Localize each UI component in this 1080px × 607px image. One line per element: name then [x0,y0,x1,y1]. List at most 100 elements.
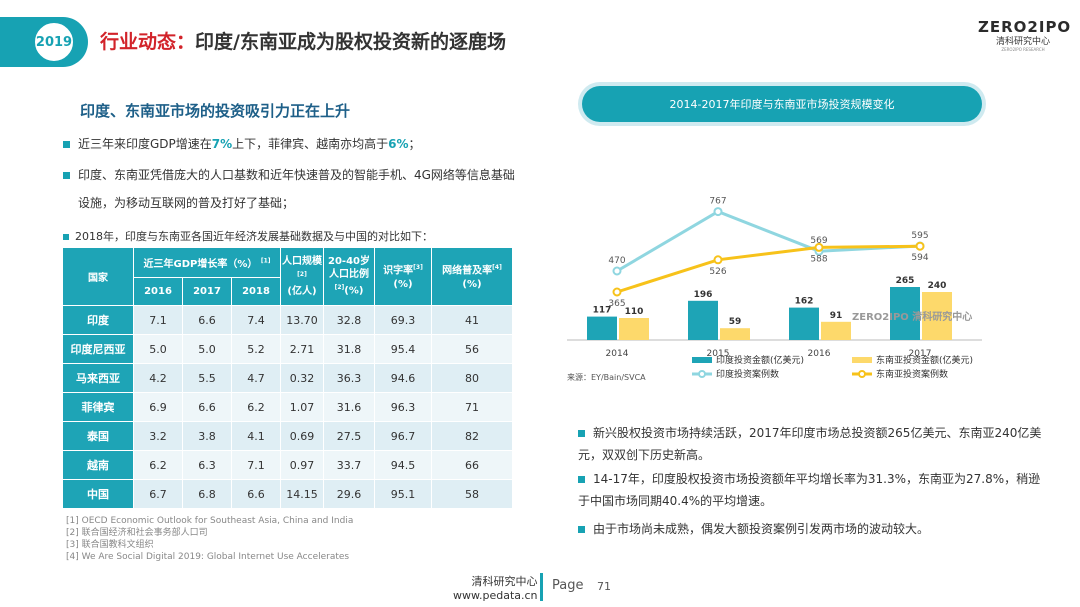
country-cell: 越南 [62,450,134,480]
bar-india [688,300,718,340]
source-line: [4] We Are Social Digital 2019: Global I… [66,552,350,562]
legend-marker [698,370,706,378]
legend-swatch [692,357,712,363]
legend-swatch [852,357,872,363]
value-cell: 13.70 [280,305,324,335]
header-gdp: 近三年GDP增长率（%） [1] [133,247,281,278]
footer-url[interactable]: www.pedata.cn [453,589,538,602]
line-sea-label: 365 [608,299,625,309]
value-cell: 6.2 [133,450,183,480]
chart-source: 来源：EY/Bain/SVCA [567,373,646,382]
value-cell: 66 [431,450,513,480]
footer-org-name: 清科研究中心 [471,575,538,588]
title-main: 印度/东南亚成为股权投资新的逐鹿场 [195,31,506,53]
bullet-text: 近三年来印度GDP增速在 [78,137,212,151]
footer-page-label: Page [552,578,584,593]
bar-india-label: 196 [694,290,713,300]
value-cell: 0.69 [280,421,324,451]
value-cell: 82 [431,421,513,451]
value-cell: 5.2 [231,334,281,364]
bullet-text: 印度、东南亚凭借庞大的人口基数和近年快速普及的智能手机、4G网络等信息基础 [78,168,515,182]
line-india-cases [616,209,921,273]
table-row: 越南 6.2 6.3 7.1 0.97 33.7 94.5 66 [62,450,513,480]
right-bullet: 14-17年，印度股权投资市场投资额年平均增长率为31.3%，东南亚为27.8%… [578,468,1048,512]
source-line: [1] OECD Economic Outlook for Southeast … [66,516,354,526]
bar-india [789,307,819,340]
legend-marker [858,370,866,378]
legend-label: 印度投资案例数 [716,368,779,380]
bullet-marker [578,526,585,533]
legend-label: 东南亚投资金额(亿美元) [876,354,973,366]
bullet-infrastructure: 印度、东南亚凭借庞大的人口基数和近年快速普及的智能手机、4G网络等信息基础 [63,162,515,188]
table-row: 马来西亚 4.2 5.5 4.7 0.32 36.3 94.6 80 [62,363,513,393]
investment-chart: 117 110 2014 196 59 2015 162 91 2016 265 240 2017 47… [567,197,982,382]
table-row: 菲律宾 6.9 6.6 6.2 1.07 31.6 96.3 71 [62,392,513,422]
page-title: 行业动态：印度/东南亚成为股权投资新的逐鹿场 [100,27,506,54]
bar-india [890,287,920,340]
table-caption: 2018年，印度与东南亚各国近年经济发展基础数据及与中国的对比如下： [63,228,433,244]
table-row: 泰国 3.2 3.8 4.1 0.69 27.5 96.7 82 [62,421,513,451]
header-year: 2017 [182,277,232,306]
value-cell: 7.1 [133,305,183,335]
logo-subtitle: 清科研究中心 [995,37,1050,47]
bar-sea [720,328,750,340]
bullet-text: 由于市场尚未成熟，偶发大额投资案例引发两市场的波动较大。 [593,522,930,536]
highlight-value: 6% [388,137,409,151]
bar-sea [821,321,851,340]
value-cell: 31.6 [323,392,375,422]
bullet-marker [63,234,69,240]
line-india-label: 470 [608,256,625,266]
table-sources: [1] OECD Economic Outlook for Southeast … [66,515,353,563]
bar-sea-label: 240 [928,281,947,291]
country-cell: 印度尼西亚 [62,334,134,364]
header-internet: 网络普及率[4] (%) [431,247,513,306]
section-subtitle: 印度、东南亚市场的投资吸引力正在上升 [80,102,351,120]
value-cell: 5.0 [182,334,232,364]
country-cell: 泰国 [62,421,134,451]
x-tick-label: 2017 [909,349,932,359]
bullet-text: 新兴股权投资市场持续活跃，2017年印度市场总投资额265亿美元、东南亚240亿… [578,426,1042,462]
value-cell: 94.6 [374,363,432,393]
value-cell: 4.7 [231,363,281,393]
value-cell: 6.3 [182,450,232,480]
value-cell: 56 [431,334,513,364]
value-cell: 95.4 [374,334,432,364]
line-sea-cases [616,244,921,294]
footer-org: 清科研究中心 www.pedata.cn [453,575,538,603]
bullet-marker [578,430,585,437]
bullet-gdp: 近三年来印度GDP增速在7%上下，菲律宾、越南亦均高于6%； [63,131,421,157]
bar-india-label: 265 [896,276,915,286]
header-age-ratio: 20-40岁人口比例 [2](%) [323,247,375,306]
bullet-infrastructure-cont: 设施，为移动互联网的普及打好了基础； [78,196,295,210]
value-cell: 6.6 [231,479,281,509]
value-cell: 96.7 [374,421,432,451]
legend-label: 东南亚投资案例数 [876,368,948,380]
table-row: 印度尼西亚 5.0 5.0 5.2 2.71 31.8 95.4 56 [62,334,513,364]
table-row: 中国 6.7 6.8 6.6 14.15 29.6 95.1 58 [62,479,513,509]
value-cell: 3.8 [182,421,232,451]
highlight-value: 7% [211,137,233,151]
value-cell: 6.6 [182,305,232,335]
chart-title: 2014-2017年印度与东南亚市场投资规模变化 [582,86,982,122]
logo-text: ZERO2IPO [978,18,1072,36]
right-bullet: 由于市场尚未成熟，偶发大额投资案例引发两市场的波动较大。 [578,518,1048,540]
value-cell: 3.2 [133,421,183,451]
header-country: 国家 [62,247,134,306]
value-cell: 31.8 [323,334,375,364]
value-cell: 94.5 [374,450,432,480]
line-sea-label: 526 [709,267,726,277]
country-cell: 印度 [62,305,134,335]
point-india-cases [713,207,723,217]
bullet-text: 上下，菲律宾、越南亦均高于 [232,137,389,151]
value-cell: 29.6 [323,479,375,509]
point-sea-cases [814,242,824,252]
value-cell: 0.32 [280,363,324,393]
value-cell: 80 [431,363,513,393]
value-cell: 6.9 [133,392,183,422]
footer-divider [540,573,543,601]
page-number: 71 [597,580,611,593]
bullet-text: ； [408,137,421,151]
x-tick-label: 2016 [808,349,831,359]
bullet-marker [63,172,70,179]
bar-sea [619,318,649,340]
